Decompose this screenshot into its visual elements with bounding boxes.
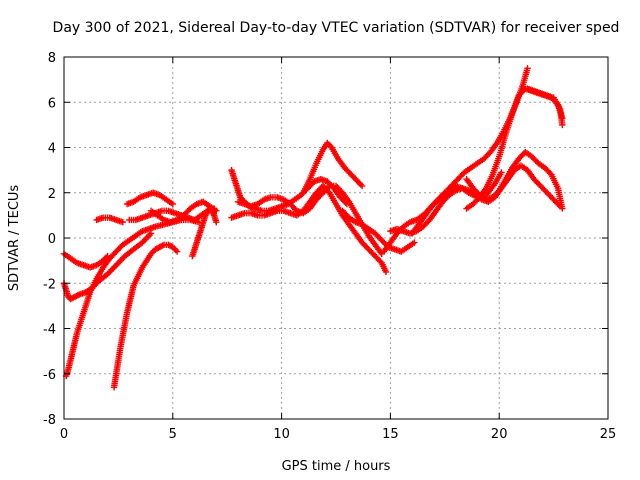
data-point: [524, 65, 531, 72]
x-tick-label: 20: [491, 427, 508, 442]
series-arc-1: [60, 250, 111, 271]
series-arc-12: [234, 182, 385, 258]
series-arc-14: [339, 207, 418, 255]
x-tick-label: 15: [382, 427, 399, 442]
data-point: [119, 218, 126, 226]
y-tick-label: -8: [43, 413, 56, 428]
y-tick-labels: -8 -6 -4 -2 0 2 4 6 8: [43, 51, 56, 428]
y-axis-label: SDTVAR / TECUs: [7, 185, 22, 292]
y-tick-label: -6: [43, 368, 56, 383]
x-tick-labels: 0 5 10 15 20 25: [60, 427, 616, 442]
y-tick-label: 2: [48, 187, 56, 202]
series-arc-5: [110, 241, 181, 391]
data-point: [559, 205, 566, 212]
series-arc-6: [123, 189, 176, 208]
x-tick-label: 5: [169, 427, 177, 442]
data-point: [411, 239, 418, 246]
data-point: [546, 170, 554, 177]
data-points: [60, 65, 566, 391]
x-tick-label: 10: [273, 427, 290, 442]
series-arc-13: [300, 139, 366, 196]
data-point: [494, 188, 502, 196]
data-point: [382, 268, 390, 276]
x-tick-label: 25: [600, 427, 617, 442]
data-point: [498, 169, 505, 176]
grid-lines: [64, 57, 608, 419]
x-tick-label: 0: [60, 427, 68, 442]
series-arc-4: [93, 214, 126, 226]
y-tick-label: 4: [48, 142, 56, 157]
series-arc-19: [463, 148, 566, 212]
axis-ticks: [63, 56, 609, 420]
data-point: [173, 248, 181, 255]
y-tick-label: -2: [43, 277, 56, 292]
data-point: [324, 184, 332, 191]
y-tick-label: 0: [48, 232, 56, 247]
data-point: [169, 200, 176, 208]
chart-title: Day 300 of 2021, Sidereal Day-to-day VTE…: [53, 20, 620, 36]
data-point: [358, 182, 366, 190]
data-point: [559, 121, 566, 129]
series-arc-17: [408, 65, 531, 237]
series-arc-20: [524, 85, 566, 129]
series-arc-9: [189, 205, 220, 260]
y-tick-label: 8: [48, 51, 56, 66]
data-point: [213, 218, 220, 226]
y-tick-label: 6: [48, 96, 56, 111]
x-axis-label: GPS time / hours: [282, 459, 391, 474]
y-tick-label: -4: [43, 323, 56, 338]
